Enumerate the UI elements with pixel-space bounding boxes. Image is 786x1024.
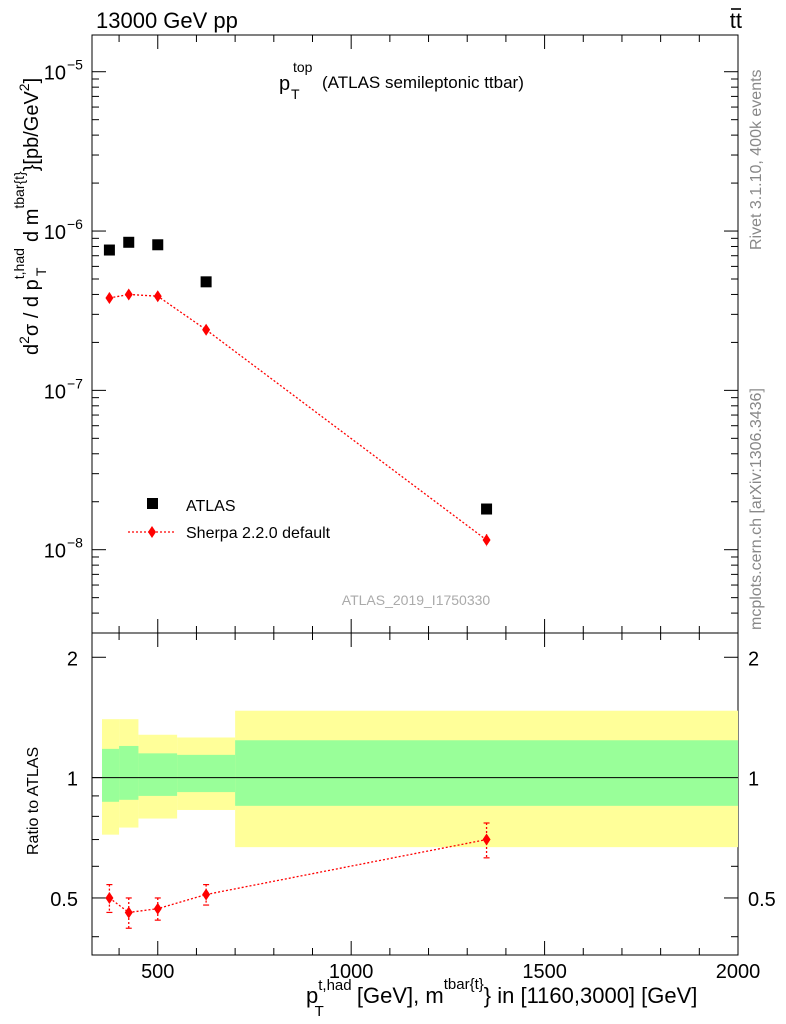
atlas-point: [123, 236, 135, 248]
legend-sherpa-label: Sherpa 2.2.0 default: [186, 525, 331, 542]
mcplots-info: mcplots.cern.ch [arXiv:1306.3436]: [748, 388, 765, 630]
process-label: tt: [730, 8, 742, 33]
atlas-point: [481, 503, 493, 515]
legend-atlas-label: ATLAS: [186, 498, 236, 515]
sherpa-point: [482, 534, 491, 547]
atlas-point: [200, 276, 212, 288]
ylabel-text: d2σ / d pt,had T d mtbar{t}}[pb/GeV2]: [11, 78, 49, 355]
lower-ylabel: Ratio to ATLAS: [25, 747, 42, 855]
y-tick-label-upper: 10: [44, 222, 66, 244]
rivet-info: Rivet 3.1.10, 400k events: [748, 69, 765, 250]
ratio-line: [109, 838, 487, 914]
ratio-point: [124, 906, 133, 919]
ratio-bands: [92, 710, 739, 848]
atlas-point: [103, 244, 115, 256]
y-tick-label-lower-left: 1: [67, 769, 78, 791]
x-tick-label: 2000: [716, 961, 761, 983]
y-tick-label-upper: 10: [44, 541, 66, 563]
x-tick-label: 1500: [522, 961, 567, 983]
ratio-point: [105, 891, 114, 904]
y-tick-label-lower-right: 2: [748, 648, 759, 670]
sherpa-point: [202, 323, 211, 336]
upper-ylabel: d2σ / d pt,had T d mtbar{t}}[pb/GeV2]: [11, 78, 49, 355]
upper-frame: [91, 34, 739, 634]
y-tick-exponent-upper: −6: [67, 216, 83, 232]
y-tick-label-lower-left: 2: [67, 648, 78, 670]
legend-sherpa-marker: [148, 526, 156, 538]
upper-data: [103, 236, 493, 547]
x-tick-label: 500: [141, 961, 174, 983]
title-p: p: [279, 73, 290, 95]
y-tick-label-lower-right: 1: [748, 769, 759, 791]
y-tick-label-upper: 10: [44, 381, 66, 403]
x-tick-label: 1000: [329, 961, 374, 983]
x-axis-label: pt,had T [GeV], mtbar{t}} in [1160,3000] …: [306, 976, 697, 1020]
plot-title: p top T (ATLAS semileptonic ttbar): [279, 59, 524, 102]
atlas-point: [152, 239, 164, 251]
ratio-band-inner: [102, 748, 120, 802]
beam-label: 13000 GeV pp: [96, 8, 238, 33]
ratio-point: [482, 833, 491, 846]
y-tick-exponent-upper: −5: [67, 57, 83, 73]
xlabel-text: pt,had T [GeV], mtbar{t}} in [1160,3000] …: [306, 976, 697, 1020]
y-tick-exponent-upper: −7: [67, 375, 83, 391]
title-rest: (ATLAS semileptonic ttbar): [322, 73, 524, 92]
ratio-band-inner: [119, 745, 139, 800]
y-tick-exponent-upper: −8: [67, 535, 83, 551]
ratio-band-inner: [138, 753, 178, 796]
ratio-point: [202, 888, 211, 901]
sherpa-point: [153, 290, 162, 303]
ratio-point: [153, 902, 162, 915]
ratio-band-inner: [235, 740, 739, 806]
analysis-watermark: ATLAS_2019_I1750330: [342, 592, 491, 608]
legend-atlas-marker: [147, 498, 158, 509]
ratio-band-inner: [177, 754, 236, 793]
y-tick-label-lower-right: 0.5: [748, 889, 776, 911]
lower-data: [105, 822, 491, 929]
y-tick-label-lower-left: 0.5: [50, 889, 78, 911]
sherpa-point: [105, 291, 114, 304]
legend: ATLAS Sherpa 2.2.0 default: [128, 498, 331, 542]
sherpa-point: [124, 288, 133, 301]
title-sub: T: [291, 86, 300, 102]
title-sup: top: [293, 59, 313, 75]
sherpa-line: [109, 293, 487, 541]
y-tick-label-upper: 10: [44, 63, 66, 85]
